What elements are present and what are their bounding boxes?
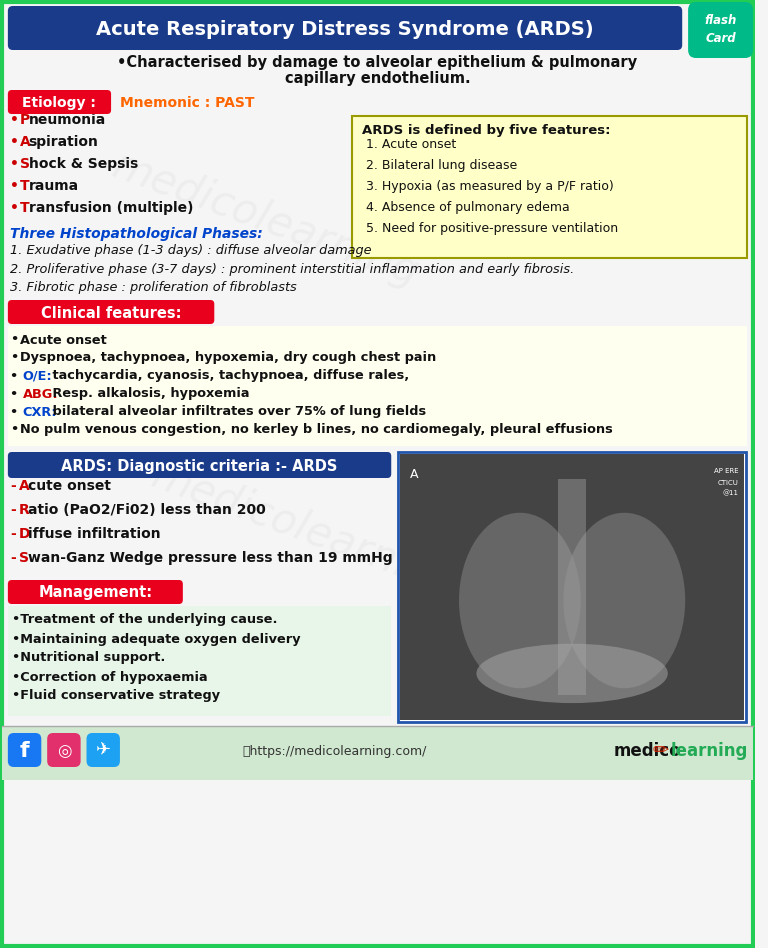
Text: cute onset: cute onset xyxy=(28,479,111,493)
Text: @11: @11 xyxy=(722,490,738,497)
Text: 4. Absence of pulmonary edema: 4. Absence of pulmonary edema xyxy=(366,200,569,213)
Text: -: - xyxy=(10,527,15,541)
FancyBboxPatch shape xyxy=(8,6,682,50)
FancyBboxPatch shape xyxy=(400,454,744,720)
Text: ✈: ✈ xyxy=(96,742,111,760)
Text: T: T xyxy=(20,179,29,193)
FancyBboxPatch shape xyxy=(8,452,391,478)
Text: capillary endothelium.: capillary endothelium. xyxy=(285,70,470,85)
Text: ARDS: Diagnostic criteria :- ARDS: ARDS: Diagnostic criteria :- ARDS xyxy=(61,459,338,473)
Text: -: - xyxy=(10,503,15,517)
Text: atio (PaO2/Fi02) less than 200: atio (PaO2/Fi02) less than 200 xyxy=(28,503,265,517)
Text: •: • xyxy=(10,334,18,347)
Text: Resp. alkalosis, hypoxemia: Resp. alkalosis, hypoxemia xyxy=(48,388,250,400)
Text: ⓘhttps://medicolearning.com/: ⓘhttps://medicolearning.com/ xyxy=(242,744,426,757)
Text: •Characterised by damage to alveolar epithelium & pulmonary: •Characterised by damage to alveolar epi… xyxy=(118,54,637,69)
Text: Dyspnoea, tachypnoea, hypoxemia, dry cough chest pain: Dyspnoea, tachypnoea, hypoxemia, dry cou… xyxy=(20,352,436,364)
Text: spiration: spiration xyxy=(28,135,98,149)
Text: •Nutritional support.: •Nutritional support. xyxy=(12,651,165,665)
Text: CTICU: CTICU xyxy=(717,480,738,486)
Text: ARDS is defined by five features:: ARDS is defined by five features: xyxy=(362,123,611,137)
Text: iffuse infiltration: iffuse infiltration xyxy=(28,527,161,541)
Text: 1. Exudative phase (1-3 days) : diffuse alveolar damage: 1. Exudative phase (1-3 days) : diffuse … xyxy=(10,244,372,257)
Text: f: f xyxy=(20,741,29,761)
FancyBboxPatch shape xyxy=(8,300,214,324)
Text: Acute Respiratory Distress Syndrome (ARDS): Acute Respiratory Distress Syndrome (ARD… xyxy=(96,20,594,39)
FancyBboxPatch shape xyxy=(8,580,183,604)
FancyBboxPatch shape xyxy=(2,726,753,780)
FancyBboxPatch shape xyxy=(8,326,747,446)
Text: •: • xyxy=(10,424,18,436)
Text: A: A xyxy=(20,135,31,149)
FancyBboxPatch shape xyxy=(87,733,120,767)
Text: •: • xyxy=(10,179,18,193)
Text: Mnemonic : PAST: Mnemonic : PAST xyxy=(120,96,254,110)
Text: •Fluid conservative strategy: •Fluid conservative strategy xyxy=(12,689,220,702)
Text: P: P xyxy=(20,113,30,127)
Ellipse shape xyxy=(476,644,668,703)
Text: wan-Ganz Wedge pressure less than 19 mmHg: wan-Ganz Wedge pressure less than 19 mmH… xyxy=(28,551,392,565)
Text: 2. Proliferative phase (3-7 days) : prominent interstitial inflammation and earl: 2. Proliferative phase (3-7 days) : prom… xyxy=(10,263,574,276)
Text: •: • xyxy=(10,113,18,127)
Text: medicolearning: medicolearning xyxy=(107,145,425,295)
Text: •: • xyxy=(10,406,22,418)
Text: S: S xyxy=(20,157,30,171)
FancyBboxPatch shape xyxy=(352,116,747,258)
Text: 2. Bilateral lung disease: 2. Bilateral lung disease xyxy=(366,158,517,172)
Text: D: D xyxy=(18,527,30,541)
Text: O/E:: O/E: xyxy=(22,370,52,382)
FancyBboxPatch shape xyxy=(8,733,41,767)
Text: •: • xyxy=(10,135,18,149)
Text: •Maintaining adequate oxygen delivery: •Maintaining adequate oxygen delivery xyxy=(12,632,300,646)
Text: Card: Card xyxy=(705,31,736,45)
Text: S: S xyxy=(18,551,28,565)
Text: rauma: rauma xyxy=(28,179,78,193)
Text: Acute onset: Acute onset xyxy=(20,334,107,347)
Text: T: T xyxy=(20,201,29,215)
Text: 5. Need for positive-pressure ventilation: 5. Need for positive-pressure ventilatio… xyxy=(366,222,617,234)
Text: •: • xyxy=(10,352,18,364)
Text: 1. Acute onset: 1. Acute onset xyxy=(366,137,456,151)
Text: Clinical features:: Clinical features: xyxy=(41,305,181,320)
Text: tachycardia, cyanosis, tachypnoea, diffuse rales,: tachycardia, cyanosis, tachypnoea, diffu… xyxy=(48,370,409,382)
Text: learning: learning xyxy=(670,742,748,760)
Text: ABG:: ABG: xyxy=(22,388,58,400)
Text: CXR:: CXR: xyxy=(22,406,57,418)
FancyBboxPatch shape xyxy=(558,479,586,695)
Text: ◎: ◎ xyxy=(57,742,71,760)
FancyBboxPatch shape xyxy=(8,606,391,716)
Text: hock & Sepsis: hock & Sepsis xyxy=(28,157,137,171)
Text: 3. Hypoxia (as measured by a P/F ratio): 3. Hypoxia (as measured by a P/F ratio) xyxy=(366,179,614,192)
Ellipse shape xyxy=(459,513,581,688)
Text: •: • xyxy=(10,388,22,400)
Text: bilateral alveolar infiltrates over 75% of lung fields: bilateral alveolar infiltrates over 75% … xyxy=(48,406,426,418)
Text: medicolearning: medicolearning xyxy=(146,455,464,605)
Text: A: A xyxy=(410,468,419,481)
FancyBboxPatch shape xyxy=(47,733,81,767)
FancyBboxPatch shape xyxy=(398,452,746,722)
Text: •: • xyxy=(10,201,18,215)
Text: ransfusion (multiple): ransfusion (multiple) xyxy=(28,201,193,215)
Text: •: • xyxy=(10,370,22,382)
Text: •: • xyxy=(10,157,18,171)
Text: Three Histopathological Phases:: Three Histopathological Phases: xyxy=(10,227,263,241)
FancyBboxPatch shape xyxy=(688,2,753,58)
Text: neumonia: neumonia xyxy=(28,113,106,127)
Text: flash: flash xyxy=(704,13,737,27)
Text: No pulm venous congestion, no kerley b lines, no cardiomegaly, pleural effusions: No pulm venous congestion, no kerley b l… xyxy=(20,424,612,436)
Text: Etiology :: Etiology : xyxy=(22,96,96,110)
Text: Management:: Management: xyxy=(38,586,152,600)
Text: -: - xyxy=(10,551,15,565)
Text: A: A xyxy=(18,479,29,493)
Text: 3. Fibrotic phase : proliferation of fibroblasts: 3. Fibrotic phase : proliferation of fib… xyxy=(10,282,296,295)
Text: •Treatment of the underlying cause.: •Treatment of the underlying cause. xyxy=(12,613,277,627)
Text: R: R xyxy=(18,503,29,517)
Text: AP ERE: AP ERE xyxy=(713,468,738,474)
Text: ✏: ✏ xyxy=(652,741,669,760)
Ellipse shape xyxy=(564,513,685,688)
Text: medico: medico xyxy=(614,742,681,760)
Text: -: - xyxy=(10,479,15,493)
FancyBboxPatch shape xyxy=(8,90,111,114)
Text: •Correction of hypoxaemia: •Correction of hypoxaemia xyxy=(12,670,207,684)
